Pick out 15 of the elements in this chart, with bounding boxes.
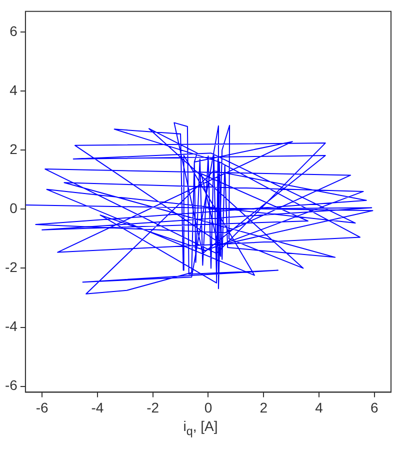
x-tick-label: -2 bbox=[146, 399, 160, 416]
y-tick-label: 2 bbox=[10, 141, 18, 157]
x-tick-label: -6 bbox=[36, 399, 48, 416]
x-tick-label: 4 bbox=[315, 399, 324, 416]
x-axis-title: i$_{q}$, [A] bbox=[182, 418, 219, 438]
x-tick-label: -4 bbox=[91, 399, 104, 416]
y-tick-label: 0 bbox=[10, 200, 18, 216]
y-tick-label: 6 bbox=[10, 22, 18, 39]
x-tick-label: 0 bbox=[204, 399, 212, 416]
y-tick-label: -2 bbox=[4, 259, 18, 276]
y-tick-label: -6 bbox=[4, 377, 18, 394]
x-tick-label: 2 bbox=[260, 399, 268, 416]
x-tick-label: 6 bbox=[370, 399, 378, 416]
y-tick-label: 4 bbox=[10, 82, 18, 98]
y-tick-label: -4 bbox=[4, 318, 18, 334]
